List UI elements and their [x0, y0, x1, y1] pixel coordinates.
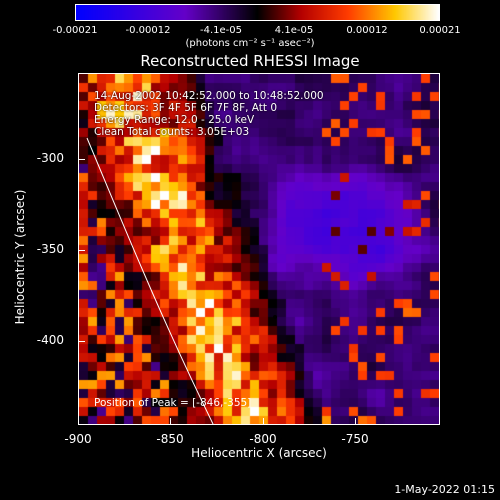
- peak-position-label: Position of Peak = [-846,-355]: [94, 397, 252, 409]
- clean-counts-label: Clean Total counts: 3.05E+03: [94, 126, 250, 138]
- colorbar-tick: 0.00021: [419, 25, 461, 36]
- x-tick-label: -900: [64, 432, 92, 446]
- colorbar-tick: -0.00021: [52, 25, 98, 36]
- colorbar-tick: 4.1e-05: [274, 25, 314, 36]
- solar-limb: [86, 137, 277, 424]
- colorbar-units: (photons cm⁻² s⁻¹ asec⁻²): [185, 38, 315, 49]
- rhessi-image-map: [79, 74, 439, 424]
- colorbar-tick: -4.1e-05: [200, 25, 242, 36]
- image-plot: 14-Aug-2002 10:42:52.000 to 10:48:52.000…: [78, 73, 440, 425]
- y-tick-label: -300: [36, 151, 64, 165]
- energy-range-label: Energy Range: 12.0 - 25.0 keV: [94, 114, 255, 126]
- timestamp: 1-May-2022 01:15: [394, 483, 495, 496]
- x-tick-label: -850: [156, 432, 184, 446]
- time-range-label: 14-Aug-2002 10:42:52.000 to 10:48:52.000: [94, 90, 324, 102]
- plot-title: Reconstructed RHESSI Image: [140, 52, 360, 70]
- x-tick-label: -800: [249, 432, 277, 446]
- colorbar: [75, 4, 440, 21]
- x-tick-label: -750: [341, 432, 369, 446]
- y-tick-label: -350: [36, 242, 64, 256]
- peak-marker: [273, 315, 277, 319]
- colorbar-tick: -0.00012: [125, 25, 171, 36]
- y-tick-label: -400: [36, 333, 64, 347]
- y-axis-label: Heliocentric Y (arcsec): [13, 189, 27, 325]
- colorbar-tick: 0.00012: [346, 25, 388, 36]
- detectors-label: Detectors: 3F 4F 5F 6F 7F 8F, Att 0: [94, 102, 278, 114]
- x-axis-label: Heliocentric X (arcsec): [191, 446, 327, 460]
